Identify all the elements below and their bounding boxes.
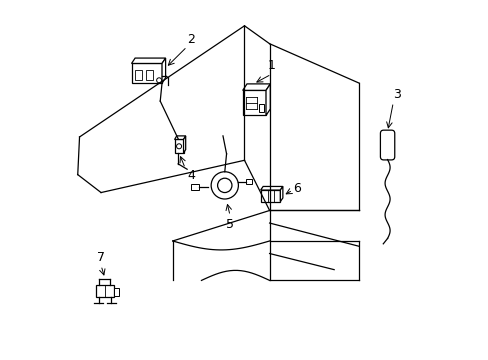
Text: 7: 7 xyxy=(97,251,105,264)
FancyBboxPatch shape xyxy=(135,69,142,80)
Text: 1: 1 xyxy=(267,59,275,72)
Circle shape xyxy=(156,78,162,83)
Text: 6: 6 xyxy=(292,183,300,195)
FancyBboxPatch shape xyxy=(145,69,153,80)
Polygon shape xyxy=(131,58,165,63)
Polygon shape xyxy=(174,136,185,139)
FancyBboxPatch shape xyxy=(96,285,114,297)
Polygon shape xyxy=(162,58,165,83)
FancyBboxPatch shape xyxy=(131,63,162,83)
Text: 5: 5 xyxy=(225,218,234,231)
Polygon shape xyxy=(183,136,185,153)
Text: 2: 2 xyxy=(186,32,194,45)
FancyBboxPatch shape xyxy=(258,104,264,112)
FancyBboxPatch shape xyxy=(114,288,119,296)
FancyBboxPatch shape xyxy=(245,179,251,184)
Text: 4: 4 xyxy=(187,169,195,182)
Polygon shape xyxy=(280,186,282,202)
Circle shape xyxy=(176,144,181,149)
Polygon shape xyxy=(265,84,270,116)
Polygon shape xyxy=(260,186,282,190)
Text: 3: 3 xyxy=(392,88,400,101)
Polygon shape xyxy=(242,84,270,90)
Circle shape xyxy=(211,172,238,199)
FancyBboxPatch shape xyxy=(380,130,394,160)
Circle shape xyxy=(217,178,231,193)
FancyBboxPatch shape xyxy=(174,139,183,153)
FancyBboxPatch shape xyxy=(242,90,265,116)
FancyBboxPatch shape xyxy=(191,184,198,190)
FancyBboxPatch shape xyxy=(260,190,280,202)
